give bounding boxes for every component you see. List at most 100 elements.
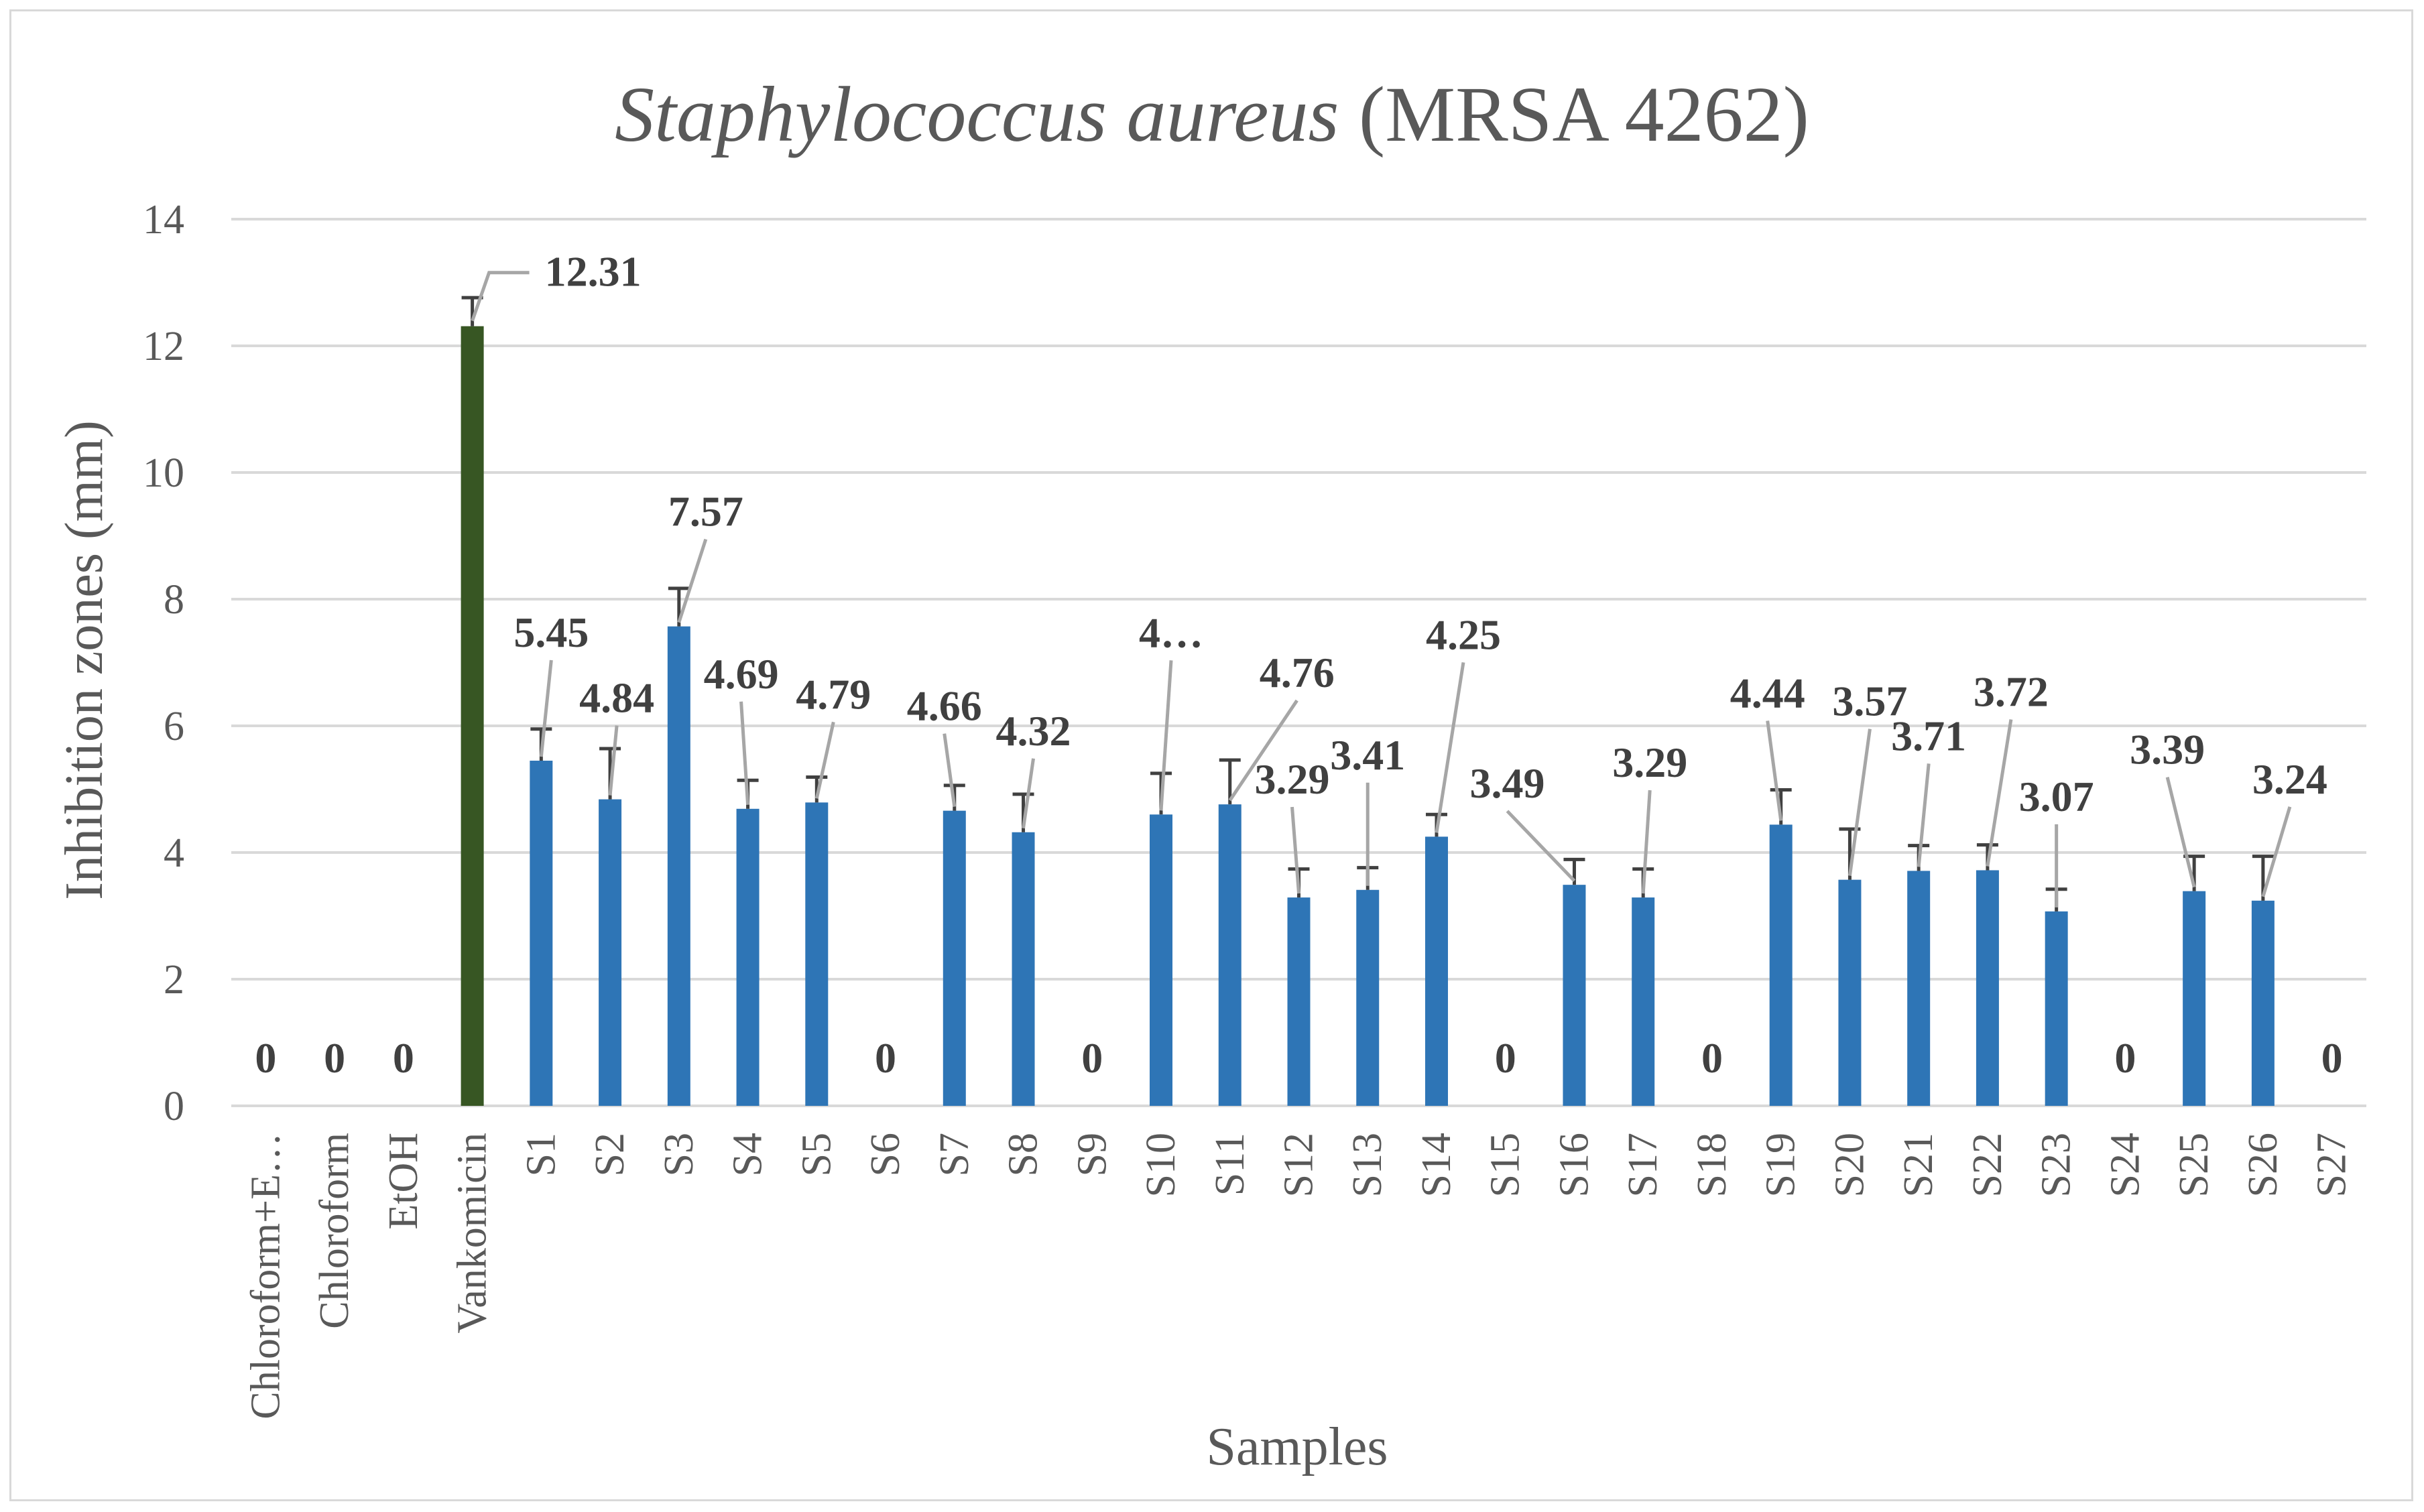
bar-vankomicin	[461, 326, 484, 1107]
data-label: 0	[2114, 1034, 2136, 1082]
data-label: 3.29	[1255, 755, 1330, 803]
data-label: 3.49	[1469, 759, 1544, 807]
bar-s2	[599, 799, 622, 1106]
x-tick-label: S10	[1138, 1133, 1184, 1197]
label-leader	[1986, 719, 2013, 867]
x-tick-label: S24	[2102, 1133, 2148, 1197]
x-tick-label: S21	[1896, 1133, 1941, 1197]
data-label: 12.31	[545, 248, 642, 296]
data-label: 4.44	[1730, 669, 1805, 716]
y-tick-label: 12	[143, 324, 184, 369]
label-leader	[1228, 699, 1298, 802]
y-tick-label: 8	[164, 577, 184, 623]
y-tick-label: 14	[143, 197, 184, 243]
x-tick-label: S8	[1001, 1133, 1046, 1176]
data-labels: 0 0 012.315.454.847.574.69 4.7904.664.3204……	[255, 248, 2342, 1082]
bar-s16	[1563, 885, 1586, 1106]
data-label: 4.25	[1426, 611, 1501, 658]
x-tick-label: EtOH	[381, 1133, 426, 1230]
data-label: 4.69	[704, 650, 779, 698]
x-tick-label: S6	[863, 1133, 908, 1176]
y-tick-label: 0	[164, 1084, 184, 1129]
bar-s22	[1976, 870, 1999, 1106]
x-tick-label: S2	[587, 1133, 633, 1176]
bar-s7	[943, 810, 966, 1106]
chart-title-rest: (MRSA 4262)	[1339, 70, 1809, 158]
bar-s3	[667, 626, 690, 1106]
label-leader	[2261, 806, 2292, 897]
x-tick-label: S13	[1345, 1133, 1390, 1197]
x-tick-label: S26	[2240, 1133, 2286, 1197]
chart-frame	[9, 9, 2413, 1501]
chart-title: Staphylococcus aureus (MRSA 4262)	[615, 70, 1809, 158]
label-leader	[1159, 660, 1173, 811]
data-label: 0	[1701, 1034, 1723, 1082]
data-label: 3.71	[1891, 712, 1966, 759]
bar-s8	[1012, 832, 1035, 1106]
x-axis-ticks: Chloroform+E… Chloroform EtOH Vankomicin S1 S…	[243, 1133, 2354, 1420]
chart-title-italic: Staphylococcus aureus	[615, 70, 1339, 158]
x-tick-label: S14	[1414, 1133, 1459, 1197]
data-label: 0	[2321, 1034, 2343, 1082]
label-leader	[943, 733, 957, 807]
bar-s17	[1632, 897, 1655, 1106]
data-label: 7.57	[668, 488, 743, 536]
x-tick-label: S9	[1069, 1133, 1115, 1176]
bar-s26	[2251, 900, 2275, 1106]
bar-s20	[1838, 879, 1862, 1106]
data-label: 0	[875, 1034, 896, 1082]
label-leader	[1641, 790, 1652, 894]
x-tick-label: S19	[1758, 1133, 1804, 1197]
x-axis-title: Samples	[1206, 1418, 1388, 1476]
x-tick-label: S5	[794, 1133, 839, 1176]
x-tick-label: S27	[2309, 1133, 2355, 1197]
data-label: 4.32	[996, 707, 1071, 755]
gridlines	[231, 218, 2366, 1107]
label-leader	[2165, 777, 2196, 888]
x-tick-label: Chloroform+E…	[243, 1133, 288, 1420]
label-leader	[539, 659, 553, 757]
bar-s12	[1287, 897, 1311, 1106]
data-label: 4.84	[579, 674, 654, 722]
x-tick-label: S23	[2034, 1133, 2079, 1197]
label-leader	[1022, 758, 1036, 829]
y-tick-label: 2	[164, 957, 184, 1003]
x-tick-label: Vankomicin	[450, 1133, 495, 1334]
data-label: 3.24	[2252, 755, 2327, 803]
y-tick-label: 4	[164, 830, 184, 876]
data-label: 5.45	[513, 609, 589, 656]
bar-s1	[530, 760, 553, 1106]
y-axis-ticks: 0 2 4 6 8 10 12 14	[143, 197, 184, 1129]
x-tick-label: S11	[1207, 1133, 1253, 1196]
data-label: 0	[324, 1034, 345, 1082]
data-label: 3.41	[1330, 731, 1405, 779]
label-leader	[677, 538, 708, 623]
bar-s13	[1356, 889, 1380, 1106]
x-tick-label: S17	[1620, 1133, 1666, 1197]
label-leader	[1917, 763, 1931, 867]
bar-s5	[805, 802, 829, 1106]
label-leader	[1766, 720, 1783, 821]
label-leader	[471, 271, 530, 322]
bar-s25	[2183, 891, 2206, 1106]
bar-s19	[1769, 824, 1793, 1106]
bar-s23	[2045, 911, 2068, 1106]
data-label: 4…	[1139, 609, 1203, 656]
x-tick-label: S12	[1276, 1133, 1322, 1197]
label-leader	[1506, 810, 1576, 882]
data-label: 3.39	[2130, 726, 2205, 773]
label-leader	[1847, 729, 1872, 876]
label-leader	[1435, 662, 1465, 833]
x-tick-label: S15	[1483, 1133, 1528, 1197]
data-label: 3.29	[1612, 739, 1687, 786]
data-label: 4.79	[796, 670, 871, 718]
x-tick-label: S3	[656, 1133, 702, 1176]
x-tick-label: S22	[1965, 1133, 2010, 1197]
x-tick-label: S1	[518, 1133, 564, 1176]
data-label: 3.07	[2019, 773, 2094, 820]
y-tick-label: 10	[143, 450, 184, 496]
x-tick-label: S20	[1827, 1133, 1872, 1197]
label-leader	[608, 725, 619, 796]
bar-s14	[1425, 836, 1448, 1106]
data-label: 0	[1495, 1034, 1516, 1082]
